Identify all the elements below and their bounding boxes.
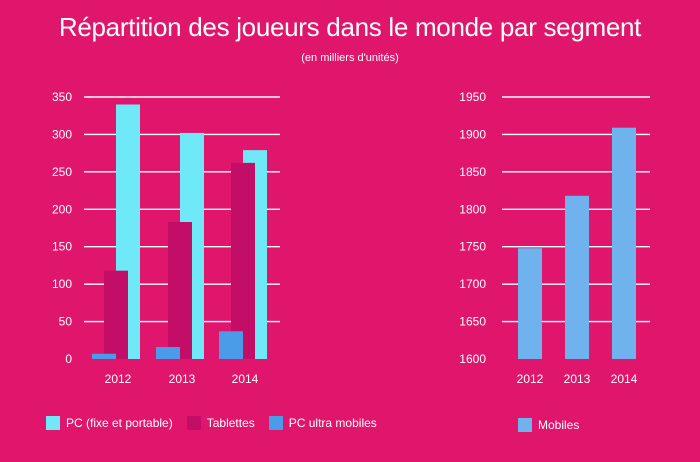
bar-mobiles-2013 — [565, 195, 589, 359]
bar-tablettes-2013 — [168, 222, 192, 359]
legend-label-pc-ultra: PC ultra mobiles — [288, 416, 377, 430]
y-tick-left: 200 — [52, 202, 72, 216]
y-tick-left: 100 — [52, 277, 72, 291]
chart-subtitle: (en milliers d'unités) — [301, 52, 399, 64]
legend-right: Mobiles — [518, 418, 593, 432]
legend-item-pc: PC (fixe et portable) — [46, 416, 173, 430]
x-tick-left: 2013 — [169, 372, 196, 386]
legend-item-tablettes: Tablettes — [186, 416, 255, 430]
y-tick-right: 1650 — [459, 315, 486, 329]
y-tick-left: 50 — [59, 315, 73, 329]
bar-pc-ultra-2012 — [92, 353, 116, 359]
y-tick-right: 1900 — [459, 127, 486, 141]
chart-title: Répartition des joueurs dans le monde pa… — [58, 12, 642, 42]
x-tick-right: 2012 — [517, 372, 544, 386]
bar-mobiles-2012 — [518, 248, 542, 359]
y-tick-left: 350 — [52, 90, 72, 104]
y-tick-left: 300 — [52, 127, 72, 141]
x-tick-left: 2014 — [232, 372, 259, 386]
legend-item-pc-ultra: PC ultra mobiles — [268, 416, 377, 430]
bar-pc-ultra-2013 — [156, 347, 180, 359]
legend-left: PC (fixe et portable) Tablettes PC ultra… — [46, 416, 391, 430]
x-tick-left: 2012 — [105, 372, 132, 386]
bar-tablettes-2014 — [231, 162, 255, 359]
y-tick-right: 1600 — [459, 352, 486, 366]
y-tick-right: 1850 — [459, 165, 486, 179]
legend-swatch-mobiles — [518, 418, 532, 432]
y-tick-left: 250 — [52, 165, 72, 179]
y-tick-right: 1750 — [459, 240, 486, 254]
bar-tablettes-2012 — [104, 270, 128, 359]
y-tick-left: 150 — [52, 240, 72, 254]
y-tick-right: 1800 — [459, 202, 486, 216]
y-tick-left: 0 — [65, 352, 72, 366]
bar-mobiles-2014 — [612, 127, 636, 359]
x-tick-right: 2014 — [611, 372, 638, 386]
y-tick-right: 1950 — [459, 90, 486, 104]
legend-label-tablettes: Tablettes — [206, 416, 255, 430]
legend-swatch-pc-ultra — [268, 416, 283, 430]
legend-swatch-pc — [46, 416, 60, 430]
legend-swatch-tablettes — [186, 416, 201, 430]
legend-label-mobiles: Mobiles — [538, 418, 580, 432]
bar-pc-ultra-2014 — [219, 331, 243, 359]
legend-label-pc: PC (fixe et portable) — [66, 416, 173, 430]
x-tick-right: 2013 — [564, 372, 591, 386]
legend-item-mobiles: Mobiles — [518, 418, 579, 432]
y-tick-right: 1700 — [459, 277, 486, 291]
